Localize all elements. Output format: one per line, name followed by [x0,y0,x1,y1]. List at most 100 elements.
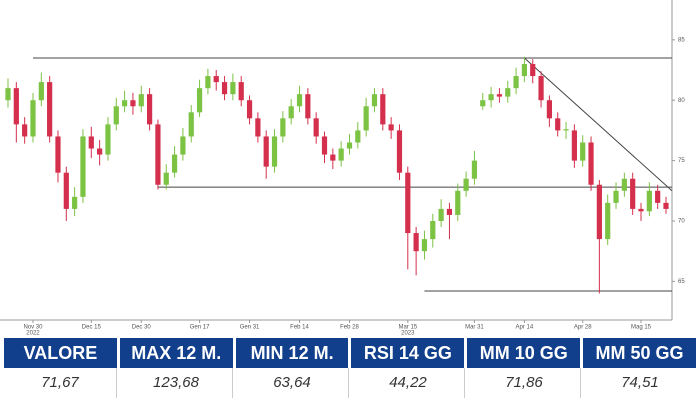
value-cell: 123,68 [120,368,233,398]
candle-body [430,220,436,240]
candle-body [163,172,169,185]
candle-body [530,64,536,77]
candle-body [5,88,11,101]
header-cell: RSI 14 GG [351,338,465,368]
table-values: 71,67 123,68 63,64 44,22 71,86 74,51 [4,368,696,398]
candle-body [130,100,136,107]
candle-body [555,118,561,131]
candle-body [663,202,669,209]
header-cell: MIN 12 M. [235,338,349,368]
y-tick-label: 75 [678,158,685,164]
header-cell: VALORE [4,338,117,368]
candle-body [88,136,94,149]
candle-body [113,106,119,125]
candle-body [513,76,519,89]
value-cell: 71,67 [4,368,117,398]
candle-body [296,94,303,107]
candle-body [230,82,236,95]
candle-body [596,184,602,240]
candle-body [605,202,611,240]
stats-table: VALORE MAX 12 M. MIN 12 M. RSI 14 GG MM 10 G… [4,338,696,398]
candle-body [363,106,369,131]
candle-body [280,118,286,137]
candle-body [263,136,269,167]
candle-body [105,124,111,155]
candle-body [122,100,128,107]
candle-body [196,88,203,113]
x-tick-label: Apr 14 [516,325,534,331]
candle-body [480,100,486,107]
x-tick-label: Gen 17 [190,325,210,331]
value-cell: 71,86 [468,368,581,398]
candle-body [80,136,86,197]
candle-body [638,208,644,212]
candle-body [221,82,228,95]
candle-body [63,172,69,209]
value-cell: 63,64 [236,368,349,398]
candle-body [413,233,419,252]
candle-body [571,130,577,161]
candle-body [330,154,336,161]
candle-body [47,82,53,137]
candle-body [646,190,652,212]
candle-body [438,208,444,221]
candle-body [313,118,319,137]
x-tick-label: Mar 31 [465,325,484,331]
candle-body [255,118,261,137]
candle-body [580,142,586,161]
candle-body [146,94,153,125]
candle-body [321,136,328,155]
candle-body [521,64,528,77]
candle-body [380,94,386,125]
candle-body [246,100,253,119]
candle-body [396,130,403,173]
candle-body [455,190,461,215]
candle-body [538,76,544,101]
candle-body [546,100,552,119]
x-tick-label: Mag 15 [631,325,652,331]
candle-body [421,239,428,252]
candle-body [205,76,211,89]
x-tick-label: Nov 30 [23,325,43,331]
candle-body [346,142,353,149]
candle-body [30,100,36,137]
candle-body [563,129,569,131]
candle-body [155,124,161,185]
x-tick-label: Gen 31 [240,325,260,331]
candle-body [138,94,144,107]
y-tick-label: 65 [678,279,685,285]
candle-body [171,154,178,173]
candle-body [38,82,44,101]
candle-body [288,106,294,119]
x-tick-label: Feb 28 [340,325,359,331]
candle-body [180,136,186,155]
candle-body [388,124,394,131]
candle-body [188,112,194,137]
candle-body [355,130,361,143]
x-year-label: 2022 [26,331,40,336]
candle-body [405,172,411,234]
candle-body [621,178,627,191]
candle-body [505,88,511,97]
candle-body [305,94,311,119]
candle-body [613,190,619,203]
x-tick-label: Dec 15 [82,325,102,331]
candle-body [55,136,61,173]
trend-line [524,57,673,192]
y-tick-label: 70 [678,219,685,225]
candle-body [213,76,219,83]
candle-body [630,178,636,209]
candle-body [97,148,103,155]
header-cell: MM 10 GG [467,338,581,368]
candle-body [655,190,661,203]
value-cell: 74,51 [621,374,659,391]
candle-body [488,94,494,101]
y-tick-label: 85 [678,37,685,43]
candle-body [22,124,28,137]
value-cell: 44,22 [352,368,465,398]
candle-body [588,142,594,185]
x-tick-label: Apr 28 [574,325,592,331]
candle-body [238,82,244,101]
